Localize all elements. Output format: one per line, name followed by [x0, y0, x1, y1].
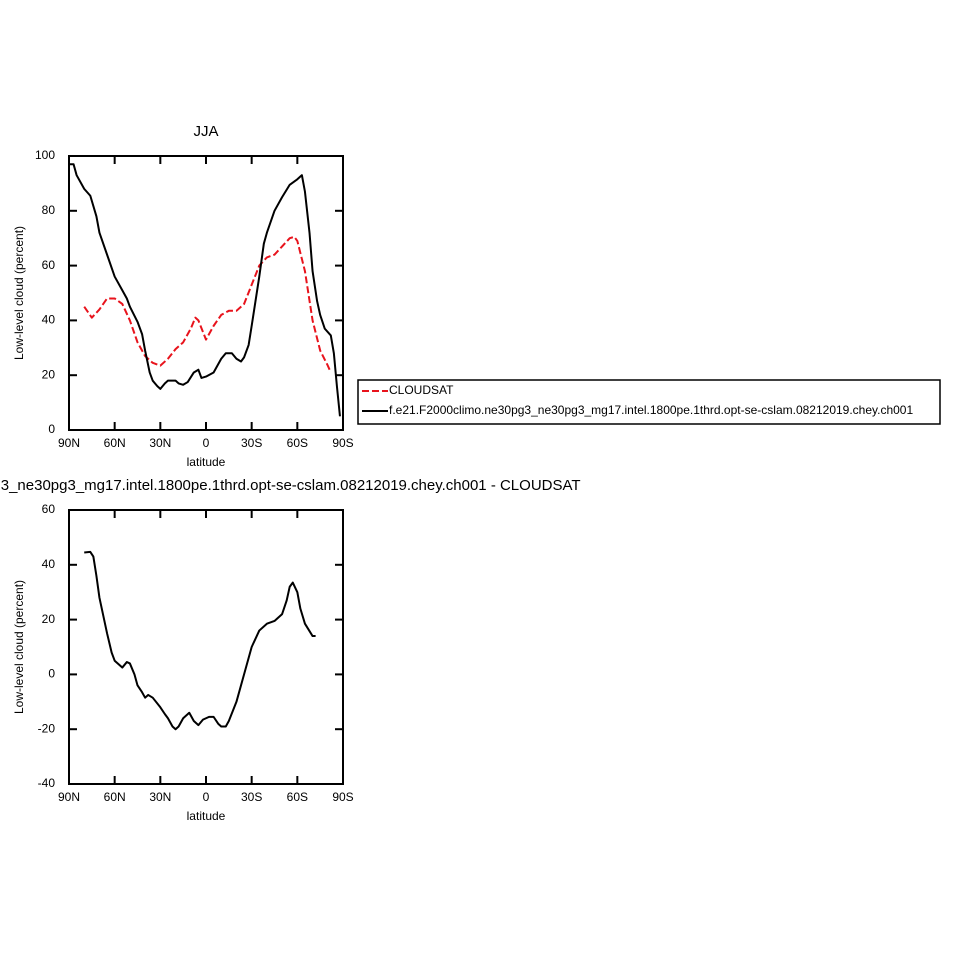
y-tick-label: 60 [42, 258, 56, 272]
y-tick-label: 100 [35, 148, 55, 162]
data-line [83, 235, 332, 373]
y-tick-label: 80 [42, 203, 56, 217]
x-tick-label: 60S [287, 790, 308, 804]
y-tick-label: 40 [42, 557, 56, 571]
y-tick-label: 60 [42, 502, 56, 516]
legend-frame [357, 379, 941, 425]
x-tick-label: 90S [332, 436, 353, 450]
x-tick-label: 90S [332, 790, 353, 804]
y-tick-label: 0 [48, 422, 55, 436]
x-tick-label: 30S [241, 436, 262, 450]
data-line [69, 163, 341, 417]
x-tick-label: 60N [104, 436, 126, 450]
y-tick-label: 20 [42, 367, 56, 381]
x-tick-label: 30N [149, 790, 171, 804]
y-axis-title: Low-level cloud (percent) [12, 226, 26, 360]
x-tick-label: 90N [58, 436, 80, 450]
x-tick-label: 90N [58, 790, 80, 804]
y-tick-label: -20 [38, 721, 56, 735]
plot-frame [68, 155, 344, 431]
y-tick-label: -40 [38, 776, 56, 790]
x-axis-title: latitude [187, 455, 226, 469]
x-tick-label: 60N [104, 790, 126, 804]
x-tick-label: 0 [203, 436, 210, 450]
x-tick-label: 30S [241, 790, 262, 804]
y-tick-label: 40 [42, 313, 56, 327]
data-line [84, 550, 316, 731]
legend-label: f.e21.F2000climo.ne30pg3_ne30pg3_mg17.in… [389, 403, 913, 417]
chart-title: f.e21.F2000climo.ne30pg3_ne30pg3_mg17.in… [0, 477, 581, 494]
y-tick-label: 0 [48, 667, 55, 681]
x-tick-label: 30N [149, 436, 171, 450]
y-tick-label: 20 [42, 612, 56, 626]
x-tick-label: 60S [287, 436, 308, 450]
y-axis-title: Low-level cloud (percent) [12, 580, 26, 714]
legend-label: CLOUDSAT [389, 383, 454, 397]
x-axis-title: latitude [187, 809, 226, 823]
chart-title: JJA [193, 123, 218, 140]
x-tick-label: 0 [203, 790, 210, 804]
